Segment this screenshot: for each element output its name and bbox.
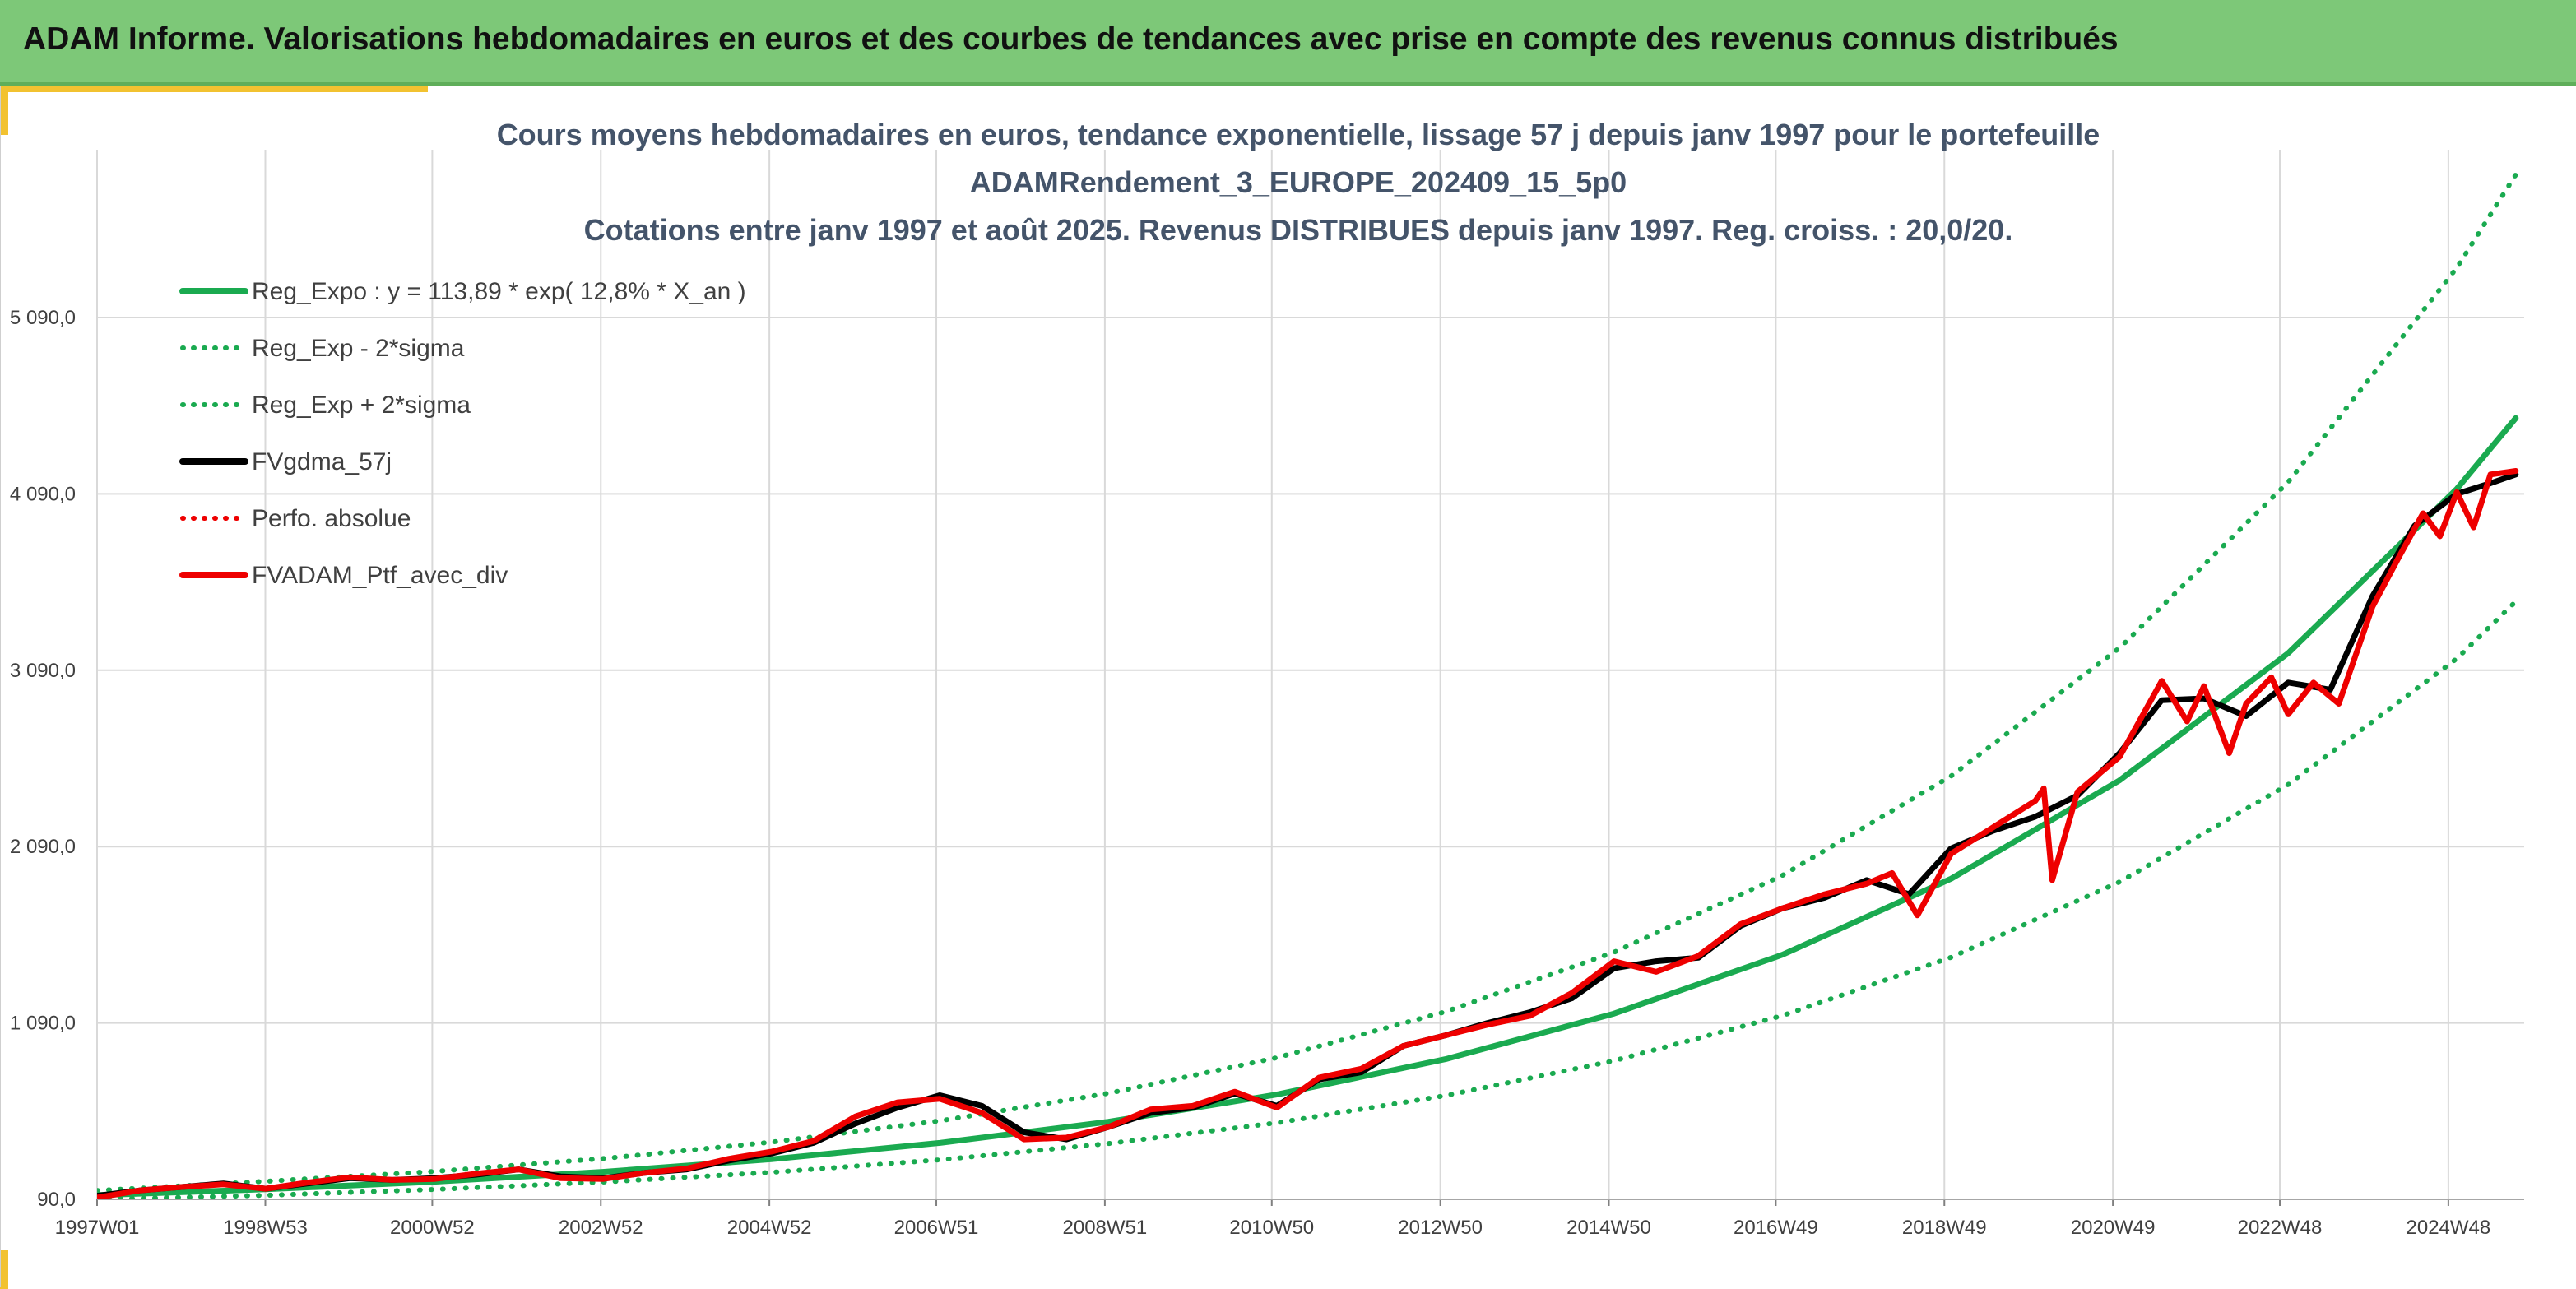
y-tick-label: 1 090,0 xyxy=(10,1013,76,1035)
chart-title-line-1: Cours moyens hebdomadaires en euros, ten… xyxy=(497,118,2100,151)
x-tick-label: 1998W53 xyxy=(223,1217,308,1239)
chart-title-line-3: Cotations entre janv 1997 et août 2025. … xyxy=(584,213,2013,247)
series-line-fvadam-ptf-avec-div xyxy=(97,468,2519,1199)
x-tick-label: 2008W51 xyxy=(1063,1217,1148,1239)
series-line-reg-exp-2-sigma xyxy=(97,172,2518,1194)
series xyxy=(97,172,2519,1199)
grid xyxy=(96,150,2524,1200)
legend-label: Reg_Exp + 2*sigma xyxy=(252,392,471,419)
y-axis: 90,0 1 090,0 2 090,0 3 090,0 4 090,0 5 090,0 xyxy=(10,307,76,1211)
series-line-reg-exp-2-sigma xyxy=(97,599,2518,1199)
x-axis: 1997W01 1998W53 2000W52 2002W52 2004W52 2006W… xyxy=(55,1199,2524,1239)
x-tick-label: 2012W50 xyxy=(1398,1217,1483,1239)
x-tick-label: 2000W52 xyxy=(390,1217,475,1239)
legend: Reg_Expo : y = 113,89 * exp( 12,8% * X_a… xyxy=(179,278,746,589)
x-tick-label: 2022W48 xyxy=(2238,1217,2323,1239)
header-banner: ADAM Informe. Valorisations hebdomadaire… xyxy=(0,0,2576,86)
x-tick-label: 2014W50 xyxy=(1566,1217,1651,1239)
legend-label: Reg_Exp - 2*sigma xyxy=(252,335,465,362)
legend-label: FVADAM_Ptf_avec_div xyxy=(252,562,508,589)
x-tick-label: 2018W49 xyxy=(1902,1217,1987,1239)
y-tick-label: 90,0 xyxy=(37,1189,76,1211)
legend-label: FVgdma_57j xyxy=(252,448,392,475)
legend-label: Perfo. absolue xyxy=(252,505,411,532)
x-tick-label: 2002W52 xyxy=(559,1217,643,1239)
x-tick-label: 2024W48 xyxy=(2407,1217,2491,1239)
legend-label: Reg_Expo : y = 113,89 * exp( 12,8% * X_a… xyxy=(252,278,746,305)
x-tick-label: 2004W52 xyxy=(727,1217,812,1239)
y-tick-label: 3 090,0 xyxy=(10,660,76,682)
accent-strip-top xyxy=(0,86,428,92)
x-tick-label: 1997W01 xyxy=(55,1217,140,1239)
y-tick-label: 5 090,0 xyxy=(10,307,76,329)
chart-title: Cours moyens hebdomadaires en euros, ten… xyxy=(497,118,2100,247)
y-tick-label: 4 090,0 xyxy=(10,483,76,505)
accent-strip-bottom xyxy=(0,1250,8,1289)
y-tick-label: 2 090,0 xyxy=(10,836,76,858)
page-title: ADAM Informe. Valorisations hebdomadaire… xyxy=(23,21,2119,57)
series-line-reg-expo-y-113-89-exp-12-8-x-an xyxy=(97,415,2519,1199)
x-tick-label: 2006W51 xyxy=(894,1217,979,1239)
accent-strip-left xyxy=(0,86,8,135)
chart-title-line-2: ADAMRendement_3_EUROPE_202409_15_5p0 xyxy=(970,165,1627,199)
x-tick-label: 2016W49 xyxy=(1734,1217,1818,1239)
x-tick-label: 2020W49 xyxy=(2071,1217,2156,1239)
x-tick-label: 2010W50 xyxy=(1229,1217,1314,1239)
